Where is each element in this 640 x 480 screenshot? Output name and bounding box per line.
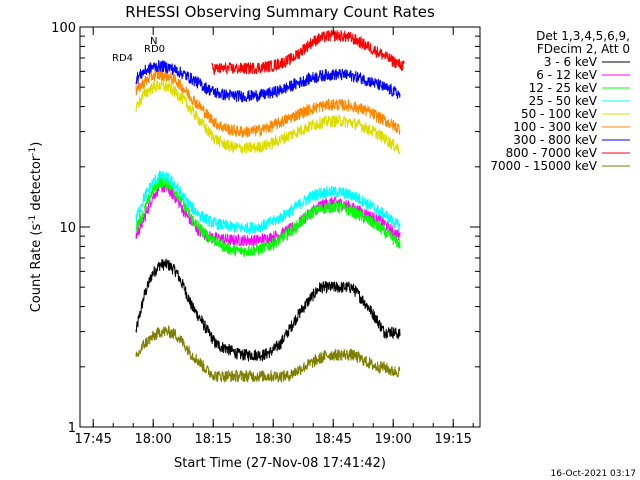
series-line-9: [135, 325, 401, 383]
series-line-8: [211, 29, 405, 75]
legend-header-line-2: FDecim 2, Att 0: [537, 42, 630, 56]
x-tick-label-7: 19:15: [434, 432, 471, 447]
series-line-5: [135, 79, 401, 155]
legend-label-5: 50 - 100 keV: [521, 107, 598, 121]
x-tick-label-2: 18:00: [134, 432, 171, 447]
annotation-label-2: RD0: [144, 44, 165, 55]
x-tick-label-6: 19:00: [374, 432, 411, 447]
footer-timestamp: 16-Oct-2021 03:17: [551, 469, 636, 479]
series-line-6: [135, 68, 401, 138]
x-tick-label-5: 18:45: [314, 432, 351, 447]
legend: Det 1,3,4,5,6,9, FDecim 2, Att 0 3 - 6 k…: [490, 29, 630, 173]
legend-label-1: 3 - 6 keV: [544, 55, 598, 69]
legend-label-7: 300 - 800 keV: [513, 133, 597, 147]
legend-label-9: 7000 - 15000 keV: [490, 159, 597, 173]
annotation-label-1: N: [150, 36, 157, 47]
annotation-label-3: RD4: [112, 53, 133, 64]
tick-labels: 17:45 18:00 18:15 18:30 18:45 19:00 19:15 1 10 10…: [51, 21, 472, 447]
x-tick-label-1: 17:45: [74, 432, 111, 447]
axis-ticks: [80, 26, 480, 428]
chart-title: RHESSI Observing Summary Count Rates: [125, 3, 435, 21]
y-axis-label: Count Rate (s-1 detector-1): [28, 142, 44, 313]
x-tick-label-3: 18:15: [194, 432, 231, 447]
x-axis-label: Start Time (27-Nov-08 17:41:42): [174, 456, 386, 471]
y-tick-label-2: 10: [59, 221, 76, 236]
x-tick-label-4: 18:30: [254, 432, 291, 447]
y-tick-label-3: 100: [51, 21, 76, 36]
legend-label-6: 100 - 300 keV: [513, 120, 597, 134]
legend-label-2: 6 - 12 keV: [536, 68, 598, 82]
legend-label-8: 800 - 7000 keV: [506, 146, 598, 160]
series-line-7: [135, 59, 401, 103]
series-line-4: [135, 170, 401, 236]
series-line-1: [135, 258, 401, 363]
legend-label-3: 12 - 25 keV: [529, 81, 598, 95]
legend-label-4: 25 - 50 keV: [529, 94, 598, 108]
y-tick-label-1: 1: [68, 421, 76, 436]
legend-header-line-1: Det 1,3,4,5,6,9,: [536, 29, 630, 43]
